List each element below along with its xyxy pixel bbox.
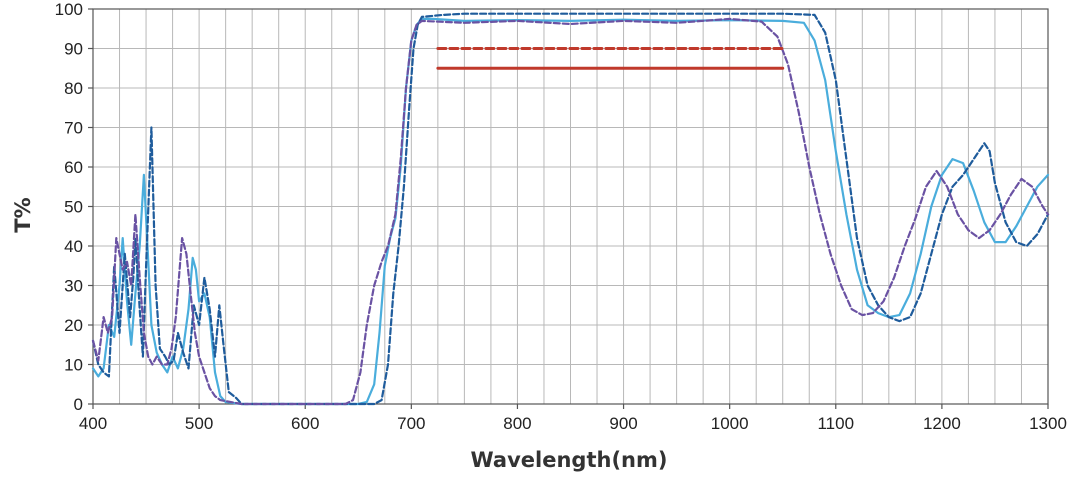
x-tick-label: 900	[609, 414, 637, 433]
x-tick-label: 400	[79, 414, 107, 433]
y-tick-labels: 0 10 20 30 40 50 60 70 80 90 100	[55, 0, 83, 414]
y-tick-label: 10	[64, 356, 83, 375]
y-tick-label: 50	[64, 198, 83, 217]
x-tick-label: 800	[503, 414, 531, 433]
y-tick-label: 70	[64, 119, 83, 138]
y-axis-title: T%	[11, 197, 35, 232]
x-axis-title: Wavelength(nm)	[471, 448, 668, 472]
x-tick-label: 1100	[817, 414, 854, 433]
x-tick-label: 600	[291, 414, 319, 433]
x-tick-label: 1300	[1029, 414, 1067, 433]
x-tick-labels: 400 500 600 700 800 900 1000 1100 1200 1300	[79, 414, 1067, 433]
y-tick-label: 90	[64, 40, 83, 59]
x-tick-label: 1200	[923, 414, 961, 433]
y-tick-label: 40	[64, 237, 83, 256]
y-tick-label: 100	[55, 0, 83, 19]
y-tick-label: 20	[64, 316, 83, 335]
y-tick-label: 0	[74, 395, 83, 414]
series-layer	[91, 12, 1050, 406]
series-line-2	[91, 12, 1050, 406]
plot-frame	[88, 8, 1049, 409]
y-tick-label: 30	[64, 277, 83, 296]
y-tick-label: 80	[64, 79, 83, 98]
y-tick-label: 60	[64, 158, 83, 177]
series-line-1	[91, 17, 1050, 406]
x-tick-label: 500	[185, 414, 213, 433]
x-tick-label: 700	[397, 414, 425, 433]
x-tick-label: 1000	[711, 414, 749, 433]
series-line-3	[91, 17, 1050, 406]
